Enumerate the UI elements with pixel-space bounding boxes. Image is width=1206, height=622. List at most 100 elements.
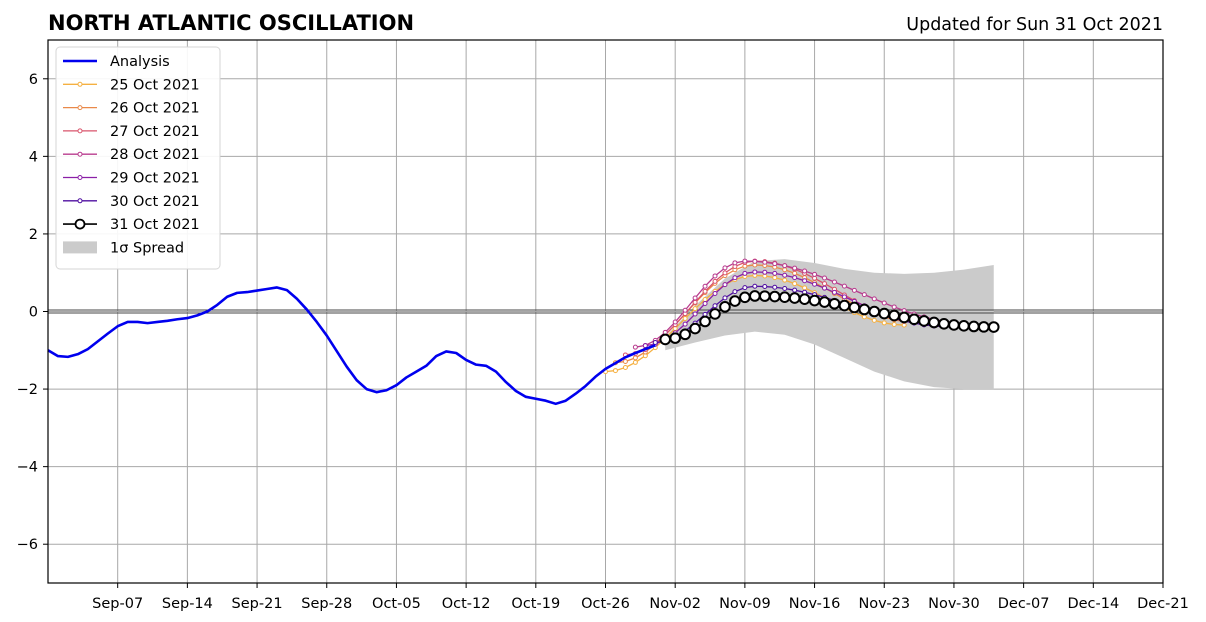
y-tick-label: 6 — [29, 72, 38, 88]
series-point — [898, 311, 910, 324]
y-tick-label: 2 — [29, 227, 38, 243]
series-point — [878, 307, 891, 320]
series-point — [782, 267, 788, 273]
series-point — [808, 294, 821, 307]
series-point — [722, 270, 728, 276]
series-point — [958, 320, 970, 332]
series-point — [772, 270, 778, 276]
series-point — [782, 277, 788, 283]
series-point — [948, 319, 960, 331]
series-point — [632, 344, 638, 350]
series-point — [888, 309, 901, 322]
x-tick-label: Dec-07 — [998, 596, 1050, 612]
legend-box — [55, 46, 221, 270]
series-point — [672, 319, 678, 325]
x-tick-label: Dec-21 — [1137, 596, 1189, 612]
series-point — [709, 308, 721, 320]
legend-marker — [77, 105, 83, 111]
series-point — [679, 328, 691, 341]
x-tick-label: Oct-12 — [442, 596, 491, 612]
legend-patch — [63, 241, 97, 254]
legend-label: 27 Oct 2021 — [110, 124, 200, 140]
series-point — [758, 290, 771, 302]
series-point — [682, 315, 688, 321]
series-point — [719, 301, 731, 313]
x-tick-label: Oct-05 — [372, 596, 421, 612]
series-point — [682, 307, 688, 313]
series-point — [722, 282, 728, 288]
series-point — [881, 320, 887, 326]
series-point — [742, 270, 748, 276]
chart-subtitle: Updated for Sun 31 Oct 2021 — [906, 15, 1163, 35]
series-point — [689, 322, 701, 335]
forecast-series — [603, 258, 1000, 375]
series-point — [822, 275, 828, 281]
series-point — [792, 275, 798, 281]
series-point — [802, 278, 808, 284]
y-tick-label: 0 — [29, 305, 38, 321]
series-point — [861, 292, 867, 298]
legend-marker — [74, 218, 86, 230]
series-point — [692, 306, 698, 312]
series-point — [798, 293, 811, 305]
series-point — [792, 287, 798, 293]
legend-marker — [77, 81, 83, 87]
series-point — [831, 279, 837, 285]
spread-band-area — [665, 259, 994, 390]
series-point — [978, 321, 990, 333]
series-point — [702, 301, 708, 307]
series-point — [652, 340, 658, 346]
series-point — [822, 281, 828, 287]
legend-marker — [77, 151, 83, 157]
series-point — [762, 259, 768, 265]
x-tick-label: Oct-26 — [581, 596, 630, 612]
series-point — [699, 315, 711, 328]
series-point — [762, 269, 768, 275]
series-point — [768, 290, 781, 303]
legend-entry: 30 Oct 2021 — [63, 194, 200, 210]
x-tick-label: Nov-02 — [649, 596, 701, 612]
series-point — [752, 283, 758, 289]
series-point — [712, 303, 718, 309]
legend-label: Analysis — [110, 54, 170, 70]
legend-entry: 28 Oct 2021 — [63, 147, 200, 163]
y-tick-label: 4 — [29, 149, 38, 165]
series-point — [792, 281, 798, 287]
series-point — [788, 292, 801, 304]
series-point — [692, 311, 698, 317]
series-point — [868, 305, 881, 318]
series-point — [622, 358, 628, 364]
legend-entry: 26 Oct 2021 — [63, 101, 200, 117]
legend-marker — [77, 175, 83, 180]
series-point — [732, 275, 738, 281]
legend-entry: 27 Oct 2021 — [63, 124, 200, 140]
series-point — [812, 271, 818, 277]
series-point — [987, 321, 1000, 333]
series-point — [692, 295, 698, 301]
series-point — [772, 275, 778, 281]
series-point — [762, 284, 768, 290]
series-point — [732, 289, 738, 295]
legend-label: 26 Oct 2021 — [110, 101, 200, 117]
series-point — [818, 296, 831, 308]
series-point — [841, 294, 847, 300]
series-point — [642, 343, 648, 349]
x-tick-label: Nov-23 — [858, 596, 910, 612]
legend-label: 31 Oct 2021 — [110, 217, 200, 233]
series-point — [851, 287, 857, 293]
x-tick-label: Nov-16 — [789, 596, 841, 612]
series-point — [782, 286, 788, 292]
series-point — [722, 265, 728, 271]
chart-title: NORTH ATLANTIC OSCILLATION — [48, 11, 414, 35]
series-point — [828, 297, 841, 310]
series-point — [632, 359, 638, 365]
series-point — [848, 301, 861, 314]
series-point — [938, 318, 950, 330]
series-point — [858, 303, 871, 316]
series-point — [782, 263, 788, 269]
series-point — [792, 265, 798, 271]
series-point — [908, 313, 920, 326]
series-point — [752, 269, 758, 275]
series-point — [682, 321, 688, 327]
series-point — [778, 291, 791, 303]
